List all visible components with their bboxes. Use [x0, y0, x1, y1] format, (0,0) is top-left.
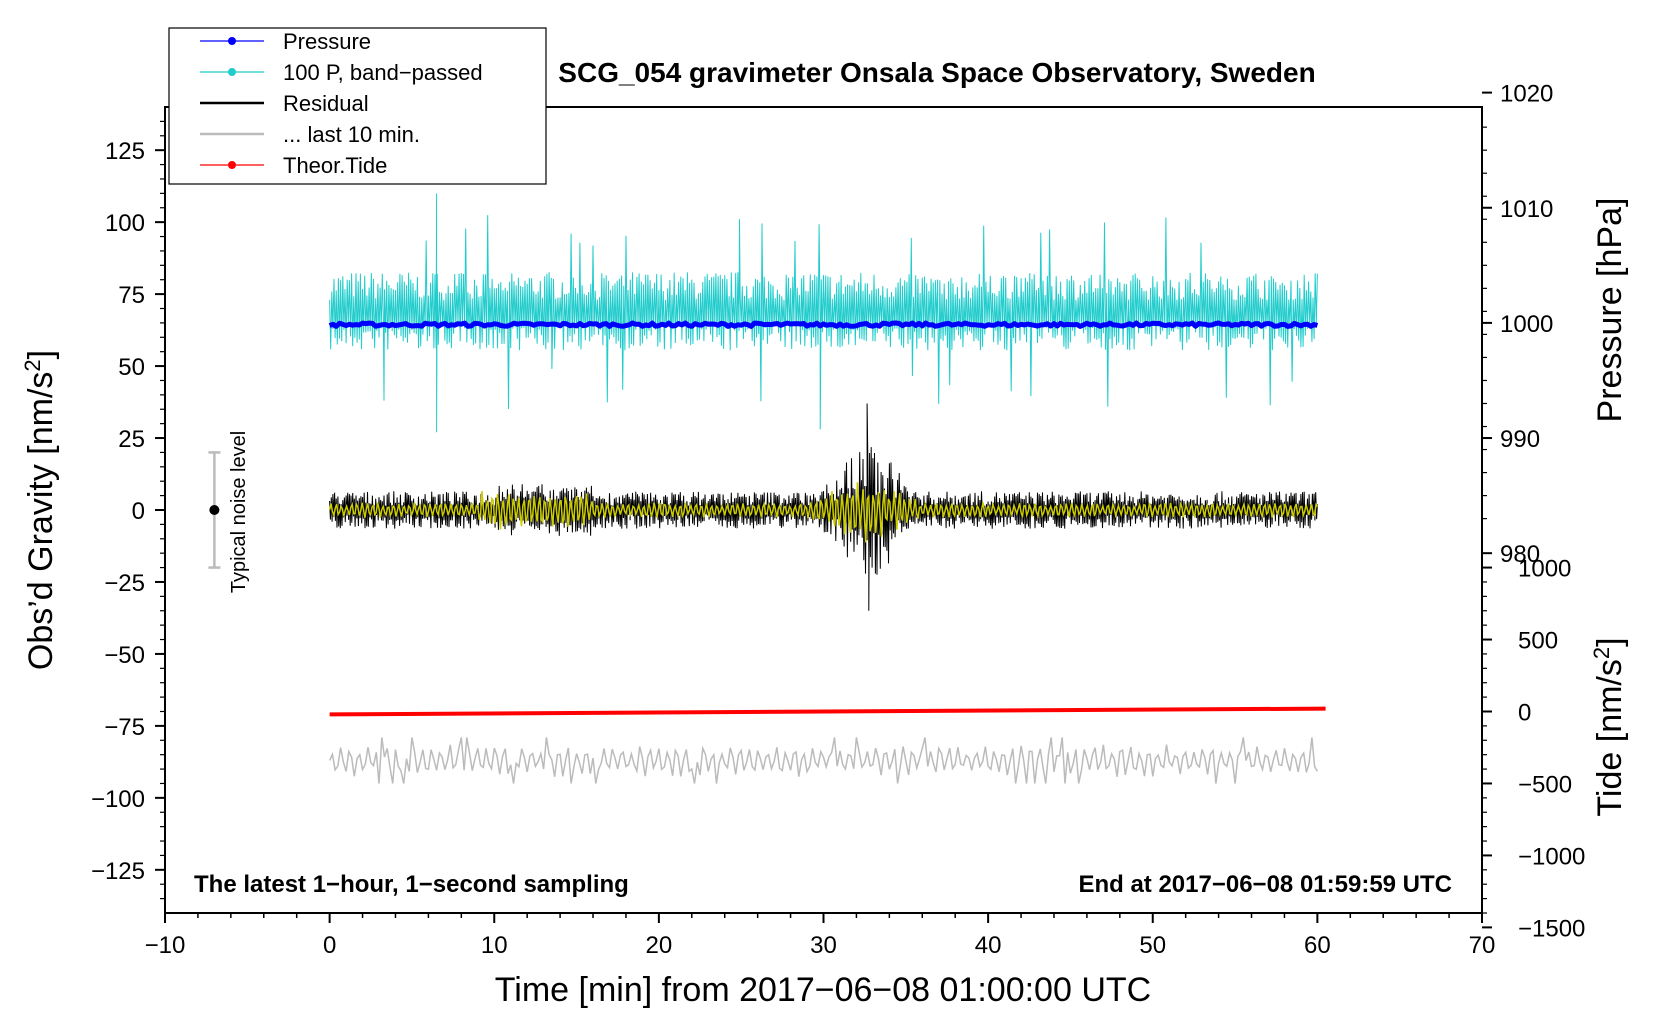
pressure-tick-label: 1010 — [1500, 196, 1553, 223]
legend-label: ... last 10 min. — [283, 122, 420, 147]
legend-label: Theor.Tide — [283, 153, 387, 178]
legend: Pressure 100 P, band−passed Residual ... la… — [168, 27, 547, 185]
y-left-tick-label: 50 — [118, 354, 145, 381]
series-bandpassed-pressure — [329, 193, 1318, 433]
series-layer — [328, 193, 1326, 784]
noise-label: Typical noise level — [228, 431, 250, 593]
y-left-tick-label: 75 — [118, 282, 145, 309]
x-tick-label: 30 — [810, 932, 837, 959]
y-left-tick-label: −125 — [91, 858, 145, 885]
pressure-tick-label: 990 — [1500, 426, 1540, 453]
legend-label: 100 P, band−passed — [283, 60, 483, 85]
legend-marker — [228, 161, 236, 169]
series-theor-tide — [329, 706, 1326, 717]
tide-tick-label: 500 — [1518, 628, 1558, 655]
tide-tick-label: 0 — [1518, 700, 1531, 727]
y-left-tick-label: −100 — [91, 786, 145, 813]
legend-marker — [228, 68, 236, 76]
noise-indicator — [208, 451, 221, 569]
y-left-tick-label: 100 — [105, 210, 145, 237]
y-axis-title-pressure: Pressure [hPa] — [1591, 198, 1629, 423]
y-axis-title-tide-main: Tide [nm/s — [1591, 659, 1629, 816]
noise-center-dot — [209, 505, 220, 515]
chart-title: SCG_054 gravimeter Onsala Space Observat… — [558, 57, 1315, 88]
x-tick-label: 20 — [646, 932, 673, 959]
x-axis-title: Time [min] from 2017−06−08 01:00:00 UTC — [495, 971, 1151, 1009]
x-tick-label: −10 — [145, 932, 186, 959]
y-left-tick-label: 25 — [118, 426, 145, 453]
pressure-tick-label: 1000 — [1500, 311, 1553, 338]
ticks-layer: −10 0 10 20 30 40 50 60 701251007550250−25−50−75… — [91, 81, 1585, 959]
x-tick-label: 70 — [1469, 932, 1496, 959]
y-left-tick-label: 125 — [105, 138, 145, 165]
y-axis-title-tide-sup: 2 — [1589, 647, 1614, 659]
x-tick-label: 50 — [1139, 932, 1166, 959]
tide-tick-label: −1000 — [1518, 843, 1585, 870]
y-left-tick-label: 0 — [132, 498, 145, 525]
pressure-tick-label: 1020 — [1500, 81, 1553, 108]
x-tick-label: 10 — [481, 932, 508, 959]
tide-tick-label: 1000 — [1518, 556, 1571, 583]
x-tick-label: 60 — [1304, 932, 1331, 959]
legend-label: Residual — [283, 91, 369, 116]
tide-tick-label: −1500 — [1518, 915, 1585, 942]
series-residual-filtered — [328, 482, 1319, 543]
y-axis-title-left-close: ] — [22, 350, 60, 359]
legend-box — [168, 27, 547, 185]
y-left-tick-label: −25 — [104, 570, 145, 597]
y-axis-title-left: Obs’d Gravity [nm/s2] — [20, 350, 60, 670]
series-last-10-min — [328, 737, 1319, 784]
y-axis-title-tide-close: ] — [1591, 637, 1629, 646]
x-tick-label: 40 — [975, 932, 1002, 959]
pressure-tick-label: 980 — [1500, 541, 1540, 568]
annotation-end-time: End at 2017−06−08 01:59:59 UTC — [1078, 871, 1452, 898]
y-axis-title-left-sup: 2 — [20, 359, 45, 371]
series-pressure — [328, 320, 1319, 329]
y-axis-title-tide: Tide [nm/s2] — [1589, 637, 1629, 816]
legend-label: Pressure — [283, 29, 371, 54]
y-left-tick-label: −75 — [104, 714, 145, 741]
y-axis-title-left-main: Obs’d Gravity [nm/s — [22, 372, 60, 671]
tide-tick-label: −500 — [1518, 771, 1572, 798]
x-tick-label: 0 — [323, 932, 336, 959]
y-left-tick-label: −50 — [104, 642, 145, 669]
legend-marker — [228, 37, 236, 45]
annotation-latest-hour: The latest 1−hour, 1−second sampling — [194, 871, 629, 898]
